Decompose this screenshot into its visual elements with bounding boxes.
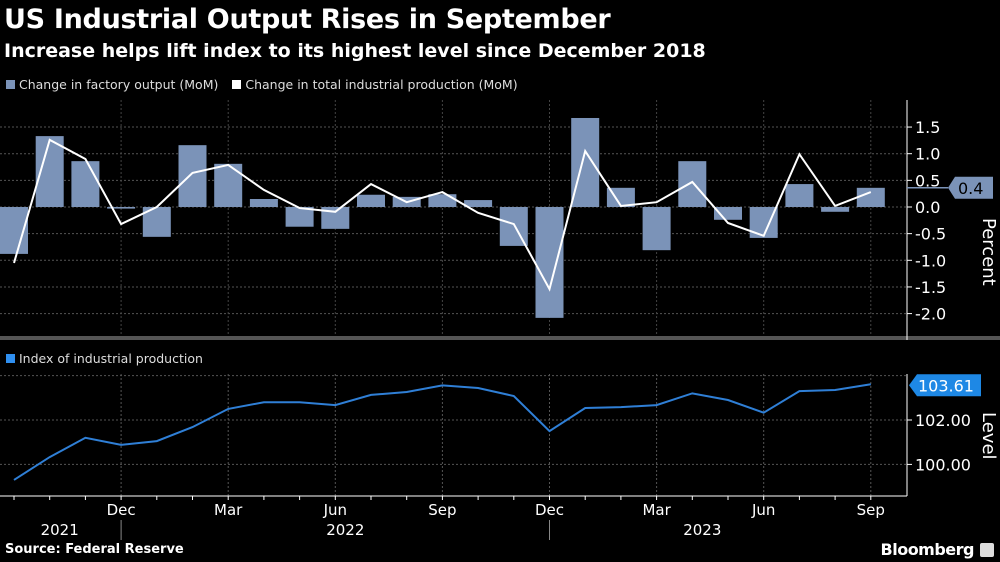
panel-separator (0, 336, 1000, 340)
chart-icon (980, 543, 994, 557)
bar-factory-output (785, 184, 814, 207)
bar-factory-output (464, 200, 493, 207)
legend-swatch-factory (6, 80, 15, 89)
bar-factory-output (321, 207, 350, 229)
y-tick-label-top: 0.5 (915, 171, 940, 190)
legend-label-factory: Change in factory output (MoM) (19, 77, 219, 92)
bar-factory-output (821, 207, 850, 212)
y-tick-label-top: 1.0 (915, 145, 940, 164)
x-tick-label: Dec (107, 501, 136, 519)
bar-factory-output (214, 163, 243, 207)
bar-factory-output (678, 161, 707, 207)
chart-title: US Industrial Output Rises in September (4, 4, 611, 35)
x-tick-label: Mar (214, 501, 243, 519)
legend-top: Change in factory output (MoM) Change in… (6, 77, 518, 92)
bar-factory-output (535, 207, 564, 318)
bar-factory-output (642, 207, 671, 251)
legend-label-index: Index of industrial production (19, 351, 203, 366)
y-axis-label-top: Percent (978, 218, 999, 286)
last-value-badge-top (948, 176, 993, 199)
x-tick-label: Jun (323, 501, 347, 519)
bar-factory-output (71, 161, 100, 207)
bar-factory-output (606, 187, 635, 207)
bar-factory-output (285, 207, 314, 227)
bar-factory-output (856, 187, 885, 207)
bar-factory-output (107, 207, 136, 209)
x-tick-label: Mar (642, 501, 671, 519)
year-label: 2022 (326, 521, 364, 539)
y-tick-label-top: -0.5 (915, 225, 946, 244)
year-label: 2021 (41, 521, 79, 539)
bar-factory-output (357, 194, 385, 207)
line-total-production (13, 138, 872, 292)
x-tick-label: Sep (428, 501, 456, 519)
last-value-label-bottom: 103.61 (918, 376, 974, 395)
legend-bottom: Index of industrial production (6, 351, 203, 366)
bloomberg-logo: Bloomberg (880, 540, 975, 559)
source-note: Source: Federal Reserve (5, 542, 184, 557)
bar-factory-output (178, 145, 207, 207)
chart-subtitle: Increase helps lift index to its highest… (4, 40, 706, 62)
y-tick-label-top: -2.0 (915, 305, 946, 324)
x-tick-label: Sep (857, 501, 885, 519)
y-tick-label-bottom: 102.00 (915, 411, 971, 430)
bar-factory-output (571, 117, 600, 207)
legend-swatch-index (6, 354, 15, 363)
y-tick-label-bottom: 100.00 (915, 455, 971, 474)
year-label: 2023 (683, 521, 721, 539)
bar-factory-output (428, 194, 457, 207)
legend-swatch-total (232, 80, 242, 89)
bar-factory-output (249, 199, 278, 207)
y-tick-label-top: 0.0 (915, 198, 940, 217)
legend-label-total: Change in total industrial production (M… (245, 77, 518, 92)
y-tick-label-top: -1.0 (915, 251, 946, 270)
last-value-badge-bottom (909, 374, 981, 397)
last-value-label-top: 0.4 (958, 179, 983, 198)
bar-factory-output (714, 207, 742, 220)
x-tick-label: Jun (751, 501, 775, 519)
x-tick-label: Dec (535, 501, 564, 519)
y-tick-label-top: 1.5 (915, 118, 940, 137)
y-axis-label-bottom: Level (978, 412, 999, 460)
y-tick-label-top: -1.5 (915, 278, 946, 297)
